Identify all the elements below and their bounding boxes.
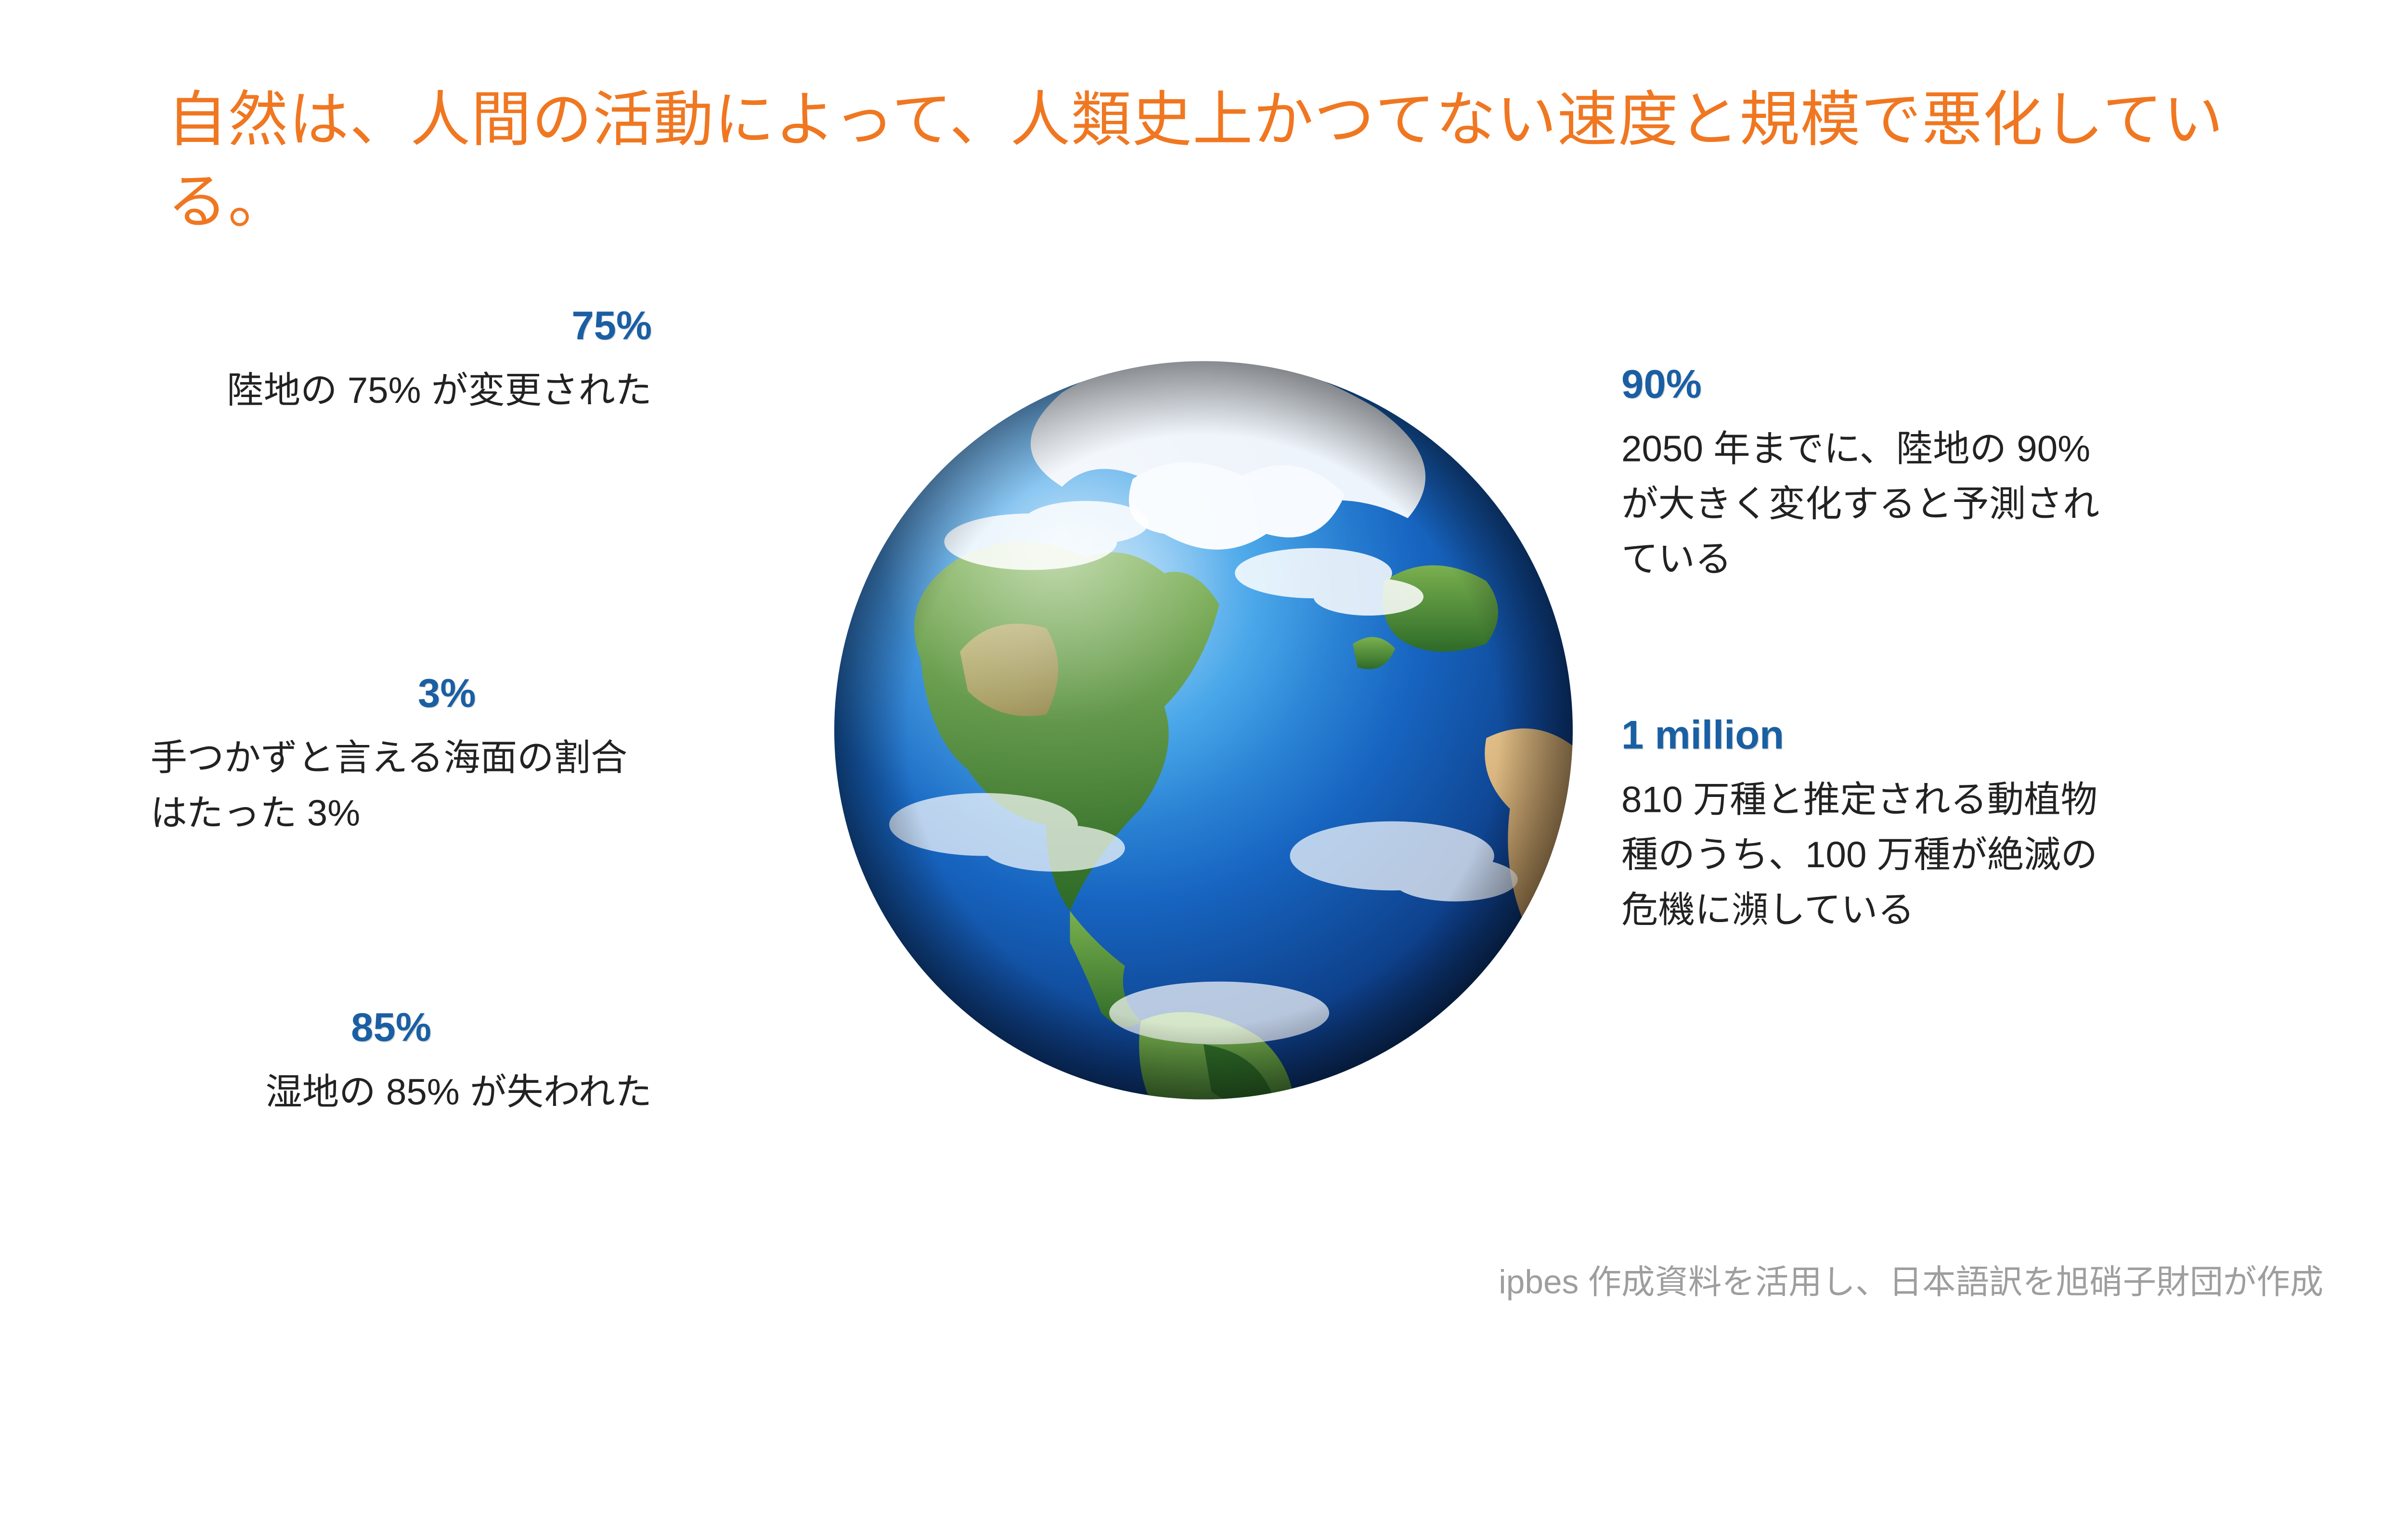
globe-illustration [811, 338, 1596, 1124]
stat-ocean-intact: 3% 手つかずと言える海面の割合はたった 3% [151, 668, 652, 841]
stat-headline: 90% [1621, 359, 2123, 411]
stat-headline: 85% [351, 1002, 652, 1054]
stat-body: 手つかずと言える海面の割合はたった 3% [151, 731, 652, 841]
stat-headline: 3% [418, 668, 652, 720]
stat-body: 湿地の 85% が失われた [151, 1065, 652, 1120]
stat-body: 陸地の 75% が変更された [151, 363, 652, 418]
stat-species: 1 million 810 万種と推定される動植物種のうち、100 万種が絶滅の… [1621, 710, 2123, 938]
stat-headline: 75% [151, 301, 652, 353]
source-footer: ipbes 作成資料を活用し、日本語訳を旭硝子財団が作成 [1499, 1255, 2323, 1304]
stat-wetlands-lost: 85% 湿地の 85% が失われた [151, 1002, 652, 1120]
stat-headline: 1 million [1621, 710, 2123, 762]
stat-land-2050: 90% 2050 年までに、陸地の 90% が大きく変化すると予測されている [1621, 359, 2123, 587]
stat-body: 2050 年までに、陸地の 90% が大きく変化すると予測されている [1621, 422, 2123, 587]
stat-body: 810 万種と推定される動植物種のうち、100 万種が絶滅の危機に瀕している [1621, 772, 2123, 938]
stat-land-changed: 75% 陸地の 75% が変更された [151, 301, 652, 418]
slide-title: 自然は、人間の活動によって、人類史上かつてない速度と規模で悪化している。 [167, 80, 2240, 243]
